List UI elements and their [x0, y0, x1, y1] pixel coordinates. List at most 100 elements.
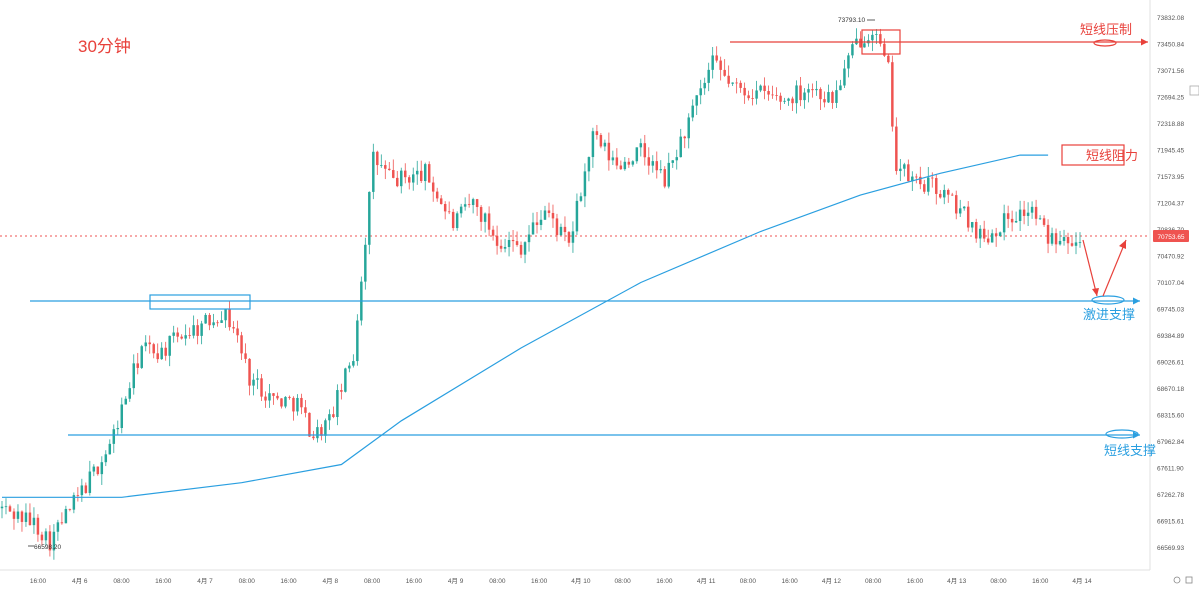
candle-up: [92, 466, 96, 472]
candle-up: [631, 161, 635, 165]
candle-down: [767, 91, 770, 95]
candle-down: [427, 164, 431, 183]
candle-down: [859, 38, 862, 48]
resistance-short-annotation: 短线阻力: [1061, 144, 1138, 166]
candle-up: [583, 171, 587, 197]
candle-down: [280, 398, 283, 407]
price-tick-label: 69745.03: [1157, 307, 1184, 314]
candle-down: [819, 88, 822, 100]
candle-down: [1070, 243, 1074, 246]
candle-up: [699, 88, 702, 96]
high-marker-label: 73793.10: [838, 17, 865, 24]
candle-down: [479, 207, 483, 222]
candle-up: [787, 98, 790, 101]
candle-down: [236, 328, 239, 336]
candle-down: [747, 95, 750, 99]
side-toolbar-icon[interactable]: [1189, 85, 1199, 96]
candle-up: [316, 427, 319, 439]
candle-up: [116, 427, 120, 430]
candle-down: [48, 531, 52, 551]
candle-up: [296, 397, 299, 412]
candle-down: [599, 134, 603, 147]
candle-down: [384, 165, 387, 169]
candle-up: [168, 335, 171, 356]
candle-down: [974, 222, 978, 239]
candle-up: [679, 136, 682, 158]
candle-down: [915, 176, 918, 178]
candle-down: [551, 212, 555, 219]
candle-down: [627, 161, 631, 165]
candle-up: [284, 396, 287, 407]
candle-down: [276, 395, 279, 399]
candle-down: [735, 82, 738, 84]
candle-down: [743, 87, 746, 96]
candle-up: [16, 511, 20, 519]
time-tick-label: 4月 13: [947, 577, 967, 585]
candle-up: [160, 347, 163, 360]
candle-up: [603, 142, 607, 147]
price-tick-label: 69026.61: [1157, 360, 1184, 367]
candle-up: [962, 206, 966, 209]
candle-up: [899, 168, 902, 172]
projection-up-line: [1102, 239, 1127, 297]
candle-up: [252, 379, 255, 386]
support-short-label: 短线支撑: [1104, 443, 1156, 458]
time-tick-label: 16:00: [531, 578, 548, 585]
candle-up: [1050, 233, 1054, 244]
candle-down: [208, 314, 211, 326]
candle-down: [1034, 206, 1038, 219]
candle-down: [655, 161, 659, 171]
candle-up: [783, 100, 786, 102]
price-tick-label: 70470.92: [1157, 254, 1184, 261]
candle-up: [1078, 242, 1082, 243]
candle-up: [336, 390, 339, 418]
candle-down: [907, 164, 910, 182]
candle-up: [0, 506, 4, 509]
candle-up: [348, 365, 351, 369]
candle-down: [248, 358, 251, 386]
candle-up: [459, 206, 463, 214]
candle-down: [607, 142, 611, 161]
candle-up: [184, 335, 187, 339]
candle-up: [795, 85, 798, 104]
candle-down: [950, 194, 954, 196]
time-tick-label: 16:00: [907, 578, 924, 585]
candle-down: [8, 506, 12, 512]
candle-up: [1002, 213, 1006, 233]
candle-up: [503, 247, 507, 249]
candle-down: [308, 412, 311, 437]
price-tick-label: 67611.90: [1157, 466, 1184, 473]
candle-down: [435, 191, 439, 199]
candle-down: [1066, 237, 1070, 244]
candle-up: [64, 508, 68, 524]
candle-up: [851, 44, 854, 56]
candle-up: [843, 68, 846, 86]
resistance-strong-box: [861, 29, 901, 55]
candle-down: [555, 218, 559, 236]
projection-arrows: [1082, 239, 1127, 297]
candles: [0, 28, 1082, 560]
candle-down: [240, 335, 243, 354]
candle-up: [415, 170, 419, 175]
candle-up: [140, 346, 143, 368]
candle-down: [1042, 218, 1046, 225]
candle-down: [491, 229, 495, 236]
candle-down: [148, 342, 151, 345]
candle-up: [423, 164, 427, 182]
candle-down: [799, 85, 802, 101]
candle-up: [100, 462, 104, 475]
candle-up: [144, 342, 147, 347]
candle-up: [455, 213, 459, 229]
price-tick-label: 69384.89: [1157, 333, 1184, 340]
chart-scale-icon[interactable]: [1185, 576, 1193, 584]
candle-up: [958, 208, 962, 214]
current-price-tag-label: 70753.65: [1157, 234, 1184, 241]
time-tick-label: 4月 12: [822, 577, 842, 585]
chart-settings-icon[interactable]: [1173, 576, 1181, 584]
candle-down: [771, 94, 774, 96]
support-aggressive-arrowhead: [1133, 297, 1140, 305]
candle-up: [32, 517, 36, 526]
time-tick-label: 16:00: [1032, 578, 1049, 585]
candle-down: [419, 170, 423, 182]
